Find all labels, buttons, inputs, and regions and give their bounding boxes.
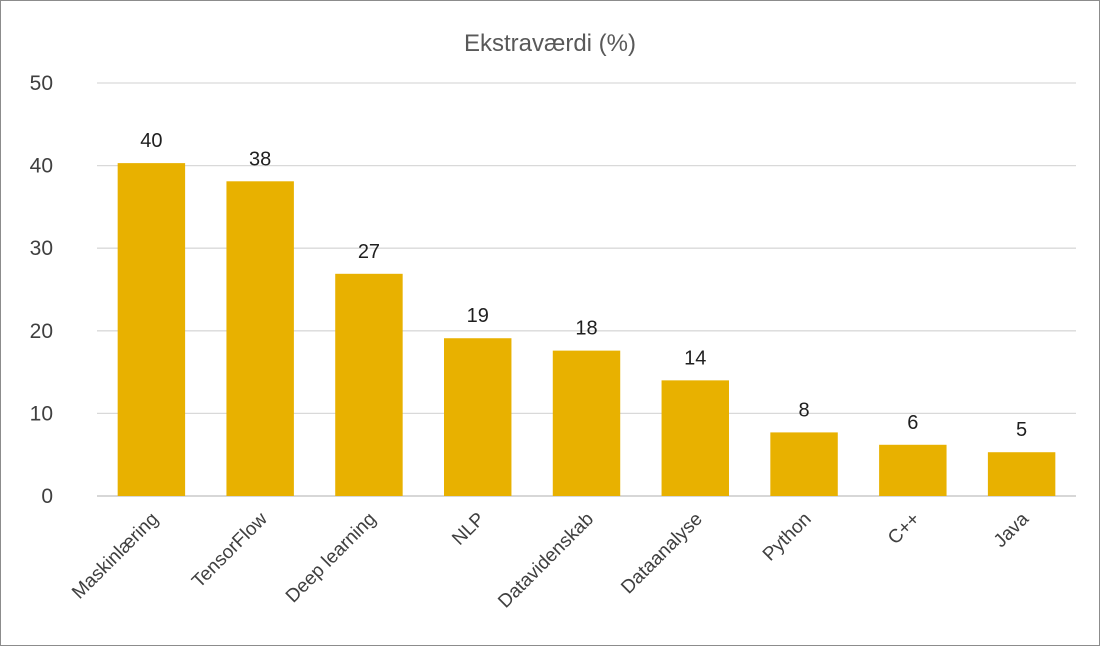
x-tick-label: NLP <box>448 509 489 550</box>
data-label: 19 <box>467 305 489 327</box>
data-labels: 40 38 27 19 18 14 8 6 5 <box>140 130 1027 441</box>
x-tick-label: Python <box>759 509 816 566</box>
y-tick-label: 0 <box>41 485 53 508</box>
bar <box>770 432 838 496</box>
x-tick-label: Datavidenskab <box>494 509 598 613</box>
x-tick-label: Dataanalyse <box>617 509 707 599</box>
data-label: 40 <box>140 130 162 152</box>
x-tick-label: C++ <box>884 509 924 549</box>
bar <box>552 350 621 496</box>
y-axis: 0 10 20 30 40 50 <box>30 72 53 508</box>
y-tick-label: 30 <box>30 237 53 260</box>
chart-title: Ekstraværdi (%) <box>464 30 636 57</box>
bar <box>444 338 512 496</box>
bar <box>226 181 294 496</box>
y-tick-label: 50 <box>30 72 53 95</box>
bar <box>117 163 186 496</box>
data-label: 18 <box>575 318 597 340</box>
x-tick-label: Maskinlæring <box>68 509 163 604</box>
data-label: 8 <box>798 399 809 421</box>
y-tick-label: 40 <box>30 155 53 178</box>
x-tick-label: Java <box>990 508 1034 552</box>
data-label: 38 <box>249 148 271 170</box>
bar <box>661 380 729 496</box>
x-axis: Maskinlæring TensorFlow Deep learning NLP Da… <box>68 508 1033 612</box>
data-label: 6 <box>907 412 918 434</box>
x-tick-label: TensorFlow <box>188 508 272 592</box>
bar <box>335 273 403 496</box>
data-label: 5 <box>1016 419 1027 441</box>
y-tick-label: 10 <box>30 402 53 425</box>
y-tick-label: 20 <box>30 320 53 343</box>
data-label: 27 <box>358 241 380 263</box>
data-label: 14 <box>684 347 706 369</box>
bar <box>987 452 1056 496</box>
x-tick-label: Deep learning <box>282 509 381 608</box>
bars <box>117 163 1056 496</box>
bar <box>879 444 947 496</box>
